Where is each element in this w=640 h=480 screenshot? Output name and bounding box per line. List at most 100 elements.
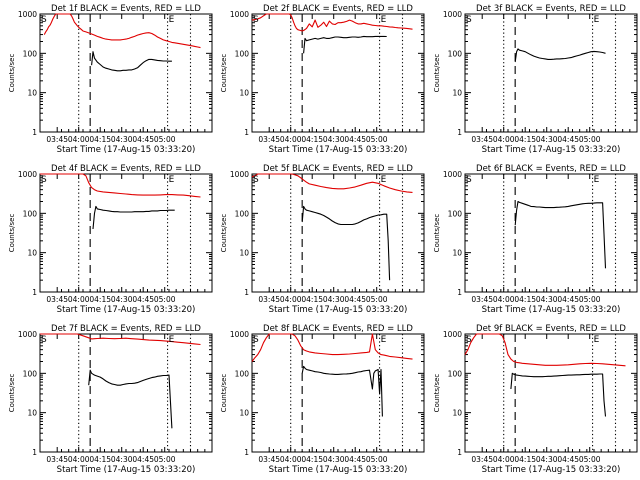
y-tick-label: 1000	[18, 10, 37, 19]
end-marker: E	[169, 335, 175, 345]
y-tick-label: 1000	[443, 10, 462, 19]
x-tick-label: 03:45	[46, 455, 68, 464]
x-tick-label: 04:15	[89, 295, 111, 304]
start-marker: S	[466, 175, 472, 185]
x-axis-label: Start Time (17-Aug-15 03:33:20)	[269, 305, 408, 315]
x-tick-label: 05:00	[366, 455, 388, 464]
x-axis-label: Start Time (17-Aug-15 03:33:20)	[57, 465, 196, 475]
y-tick-label: 1	[244, 288, 249, 297]
x-tick-label: 05:00	[366, 135, 388, 144]
x-tick-label: 04:30	[536, 295, 558, 304]
y-tick-label: 1	[32, 128, 37, 137]
y-axis-label: Counts/sec	[433, 54, 441, 93]
x-tick-label: 05:00	[579, 295, 601, 304]
start-marker: S	[466, 335, 472, 345]
start-marker: S	[466, 15, 472, 25]
x-tick-label: 04:45	[132, 135, 154, 144]
x-tick-label: 04:30	[536, 455, 558, 464]
y-axis-label: Counts/sec	[220, 214, 228, 253]
panel-det-6: Det 6f BLACK = Events, RED = LLD 1 10 100 10…	[433, 164, 638, 315]
y-tick-label: 1	[32, 448, 37, 457]
y-axis-label: Counts/sec	[8, 54, 16, 93]
events-rate-line	[91, 51, 172, 72]
x-tick-label: 03:45	[46, 135, 68, 144]
y-axis-label: Counts/sec	[433, 374, 441, 413]
x-tick-label: 04:15	[514, 455, 536, 464]
y-axis-label: Counts/sec	[220, 374, 228, 413]
x-tick-label: 04:45	[557, 455, 579, 464]
panel-det-2: Det 2f BLACK = Events, RED = LLD 1 10 100 10…	[220, 4, 425, 155]
lld-rate-line	[251, 333, 413, 362]
x-tick-label: 04:15	[301, 135, 323, 144]
panel-det-9: Det 9f BLACK = Events, RED = LLD 1 10 100 10…	[433, 324, 638, 475]
lld-rate-line	[251, 173, 413, 193]
x-axis-label: Start Time (17-Aug-15 03:33:20)	[482, 465, 621, 475]
x-axis-label: Start Time (17-Aug-15 03:33:20)	[269, 145, 408, 155]
x-tick-label: 04:00	[68, 295, 90, 304]
y-tick-label: 1000	[230, 330, 249, 339]
panel-title: Det 4f BLACK = Events, RED = LLD	[51, 164, 201, 174]
y-tick-label: 10	[27, 409, 37, 418]
events-rate-line	[514, 200, 607, 269]
y-tick-label: 1000	[443, 170, 462, 179]
x-axis-label: Start Time (17-Aug-15 03:33:20)	[482, 305, 621, 315]
plot-frame	[39, 13, 213, 133]
x-tick-label: 04:45	[344, 135, 366, 144]
lld-rate-line	[464, 333, 626, 367]
y-tick-label: 10	[27, 89, 37, 98]
panel-title: Det 5f BLACK = Events, RED = LLD	[263, 164, 413, 174]
y-tick-label: 10	[452, 409, 462, 418]
x-tick-label: 03:45	[471, 455, 493, 464]
y-tick-label: 100	[235, 369, 250, 378]
start-marker: S	[253, 15, 259, 25]
events-rate-line	[301, 205, 391, 281]
y-tick-label: 10	[452, 89, 462, 98]
plot-frame	[464, 333, 638, 453]
x-tick-label: 04:45	[557, 135, 579, 144]
x-tick-label: 04:45	[557, 295, 579, 304]
events-rate-line	[510, 372, 607, 417]
lld-rate-line	[251, 13, 413, 32]
x-tick-label: 04:45	[344, 295, 366, 304]
y-tick-label: 1000	[230, 10, 249, 19]
plot-frame	[251, 173, 425, 293]
y-tick-label: 1000	[443, 330, 462, 339]
x-tick-label: 03:45	[471, 135, 493, 144]
x-tick-label: 04:00	[68, 455, 90, 464]
end-marker: E	[381, 335, 387, 345]
y-tick-label: 1000	[18, 170, 37, 179]
lld-rate-line	[43, 13, 201, 49]
lld-rate-line	[40, 173, 201, 198]
panel-title: Det 8f BLACK = Events, RED = LLD	[263, 324, 413, 334]
y-tick-label: 10	[452, 249, 462, 258]
y-tick-label: 1	[457, 288, 462, 297]
y-tick-label: 1000	[230, 170, 249, 179]
x-tick-label: 04:45	[132, 455, 154, 464]
x-tick-label: 04:30	[111, 295, 133, 304]
y-tick-label: 10	[239, 249, 249, 258]
panel-title: Det 2f BLACK = Events, RED = LLD	[263, 4, 413, 14]
panel-det-7: Det 7f BLACK = Events, RED = LLD 1 10 100 10…	[8, 324, 213, 475]
end-marker: E	[594, 15, 600, 25]
y-tick-label: 1000	[18, 330, 37, 339]
start-marker: S	[41, 15, 47, 25]
x-tick-label: 03:45	[258, 295, 280, 304]
y-tick-label: 100	[235, 49, 250, 58]
x-tick-label: 04:30	[323, 135, 345, 144]
x-tick-label: 04:30	[323, 455, 345, 464]
y-axis-label: Counts/sec	[8, 214, 16, 253]
y-tick-label: 100	[235, 209, 250, 218]
x-tick-label: 04:00	[280, 135, 302, 144]
x-tick-label: 04:00	[280, 455, 302, 464]
x-tick-label: 04:00	[280, 295, 302, 304]
plot-frame	[39, 333, 213, 453]
y-tick-label: 100	[448, 49, 463, 58]
y-tick-label: 1	[32, 288, 37, 297]
end-marker: E	[594, 175, 600, 185]
plot-frame	[251, 13, 425, 133]
y-tick-label: 1	[244, 128, 249, 137]
x-tick-label: 03:45	[258, 135, 280, 144]
panel-det-5: Det 5f BLACK = Events, RED = LLD 1 10 100 10…	[220, 164, 425, 315]
x-tick-label: 05:00	[154, 455, 176, 464]
